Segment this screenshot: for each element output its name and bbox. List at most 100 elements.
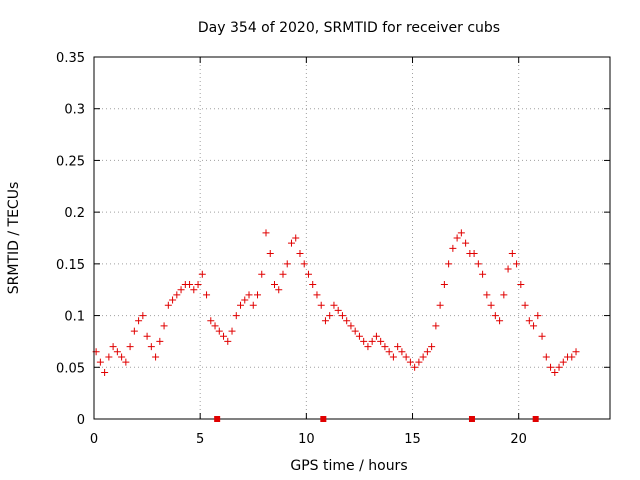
data-point (190, 286, 198, 294)
data-point (118, 353, 126, 361)
data-point (508, 250, 516, 258)
data-point (113, 348, 121, 356)
data-point (203, 291, 211, 299)
data-point (96, 358, 104, 366)
y-tick-label: 0.05 (56, 361, 85, 376)
data-point (411, 363, 419, 371)
data-point (135, 317, 143, 325)
chart-title: Day 354 of 2020, SRMTID for receiver cub… (198, 20, 500, 36)
data-point (309, 281, 317, 289)
data-point (364, 343, 372, 351)
data-point (237, 301, 245, 309)
data-point (245, 291, 253, 299)
x-tick-labels: 0 5 10 15 20 (90, 432, 527, 447)
data-point (479, 270, 487, 278)
data-point (440, 281, 448, 289)
data-point (317, 301, 325, 309)
y-tick-labels: 0 0.05 0.1 0.15 0.2 0.25 0.3 0.35 (56, 51, 85, 428)
y-axis-label: SRMTID / TECUs (6, 182, 22, 295)
data-point (224, 337, 232, 345)
data-point (504, 265, 512, 273)
data-point (215, 327, 223, 335)
data-point (330, 301, 338, 309)
data-point (287, 239, 295, 247)
data-point (428, 343, 436, 351)
data-point (321, 317, 329, 325)
data-point (220, 332, 228, 340)
data-point (313, 291, 321, 299)
data-point (283, 260, 291, 268)
data-point (474, 260, 482, 268)
data-point (147, 343, 155, 351)
data-point (355, 332, 363, 340)
data-point (152, 353, 160, 361)
data-point (368, 337, 376, 345)
data-point (296, 250, 304, 258)
y-tick-label: 0.3 (64, 103, 85, 118)
data-point (530, 322, 538, 330)
data-point (198, 270, 206, 278)
data-point (513, 260, 521, 268)
data-point (453, 234, 461, 242)
data-point (568, 353, 576, 361)
data-point (105, 353, 113, 361)
data-point (572, 348, 580, 356)
data-point (462, 239, 470, 247)
data-point (351, 327, 359, 335)
data-point (156, 337, 164, 345)
data-point (394, 343, 402, 351)
data-point (457, 229, 465, 237)
data-point (377, 337, 385, 345)
data-point (326, 312, 334, 320)
data-point (258, 270, 266, 278)
data-point (347, 322, 355, 330)
x-tick-label: 10 (298, 432, 315, 447)
data-point (266, 250, 274, 258)
data-point (432, 322, 440, 330)
data-point (177, 286, 185, 294)
data-point (292, 234, 300, 242)
data-point (109, 343, 117, 351)
data-point (300, 260, 308, 268)
data-point (483, 291, 491, 299)
data-point (169, 296, 177, 304)
data-gap-marker (214, 416, 221, 422)
data-point (211, 322, 219, 330)
data-point (262, 229, 270, 237)
data-gap-markers (214, 416, 539, 422)
data-point (173, 291, 181, 299)
y-tick-label: 0.2 (64, 206, 85, 221)
data-point (406, 358, 414, 366)
data-point (521, 301, 529, 309)
data-point (496, 317, 504, 325)
data-point (551, 368, 559, 376)
data-point (164, 301, 172, 309)
data-point (160, 322, 168, 330)
data-point (491, 312, 499, 320)
data-point (275, 286, 283, 294)
data-point (232, 312, 240, 320)
data-point (372, 332, 380, 340)
data-point (525, 317, 533, 325)
data-point (207, 317, 215, 325)
y-tick-label: 0.35 (56, 51, 85, 66)
data-point (338, 312, 346, 320)
data-point (487, 301, 495, 309)
data-point (228, 327, 236, 335)
data-point (186, 281, 194, 289)
x-tick-label: 15 (404, 432, 421, 447)
data-point (423, 348, 431, 356)
axis-ticks (93, 56, 610, 420)
data-point (559, 358, 567, 366)
data-point (436, 301, 444, 309)
data-point (555, 363, 563, 371)
data-point (470, 250, 478, 258)
y-tick-label: 0.25 (56, 154, 85, 169)
data-point (122, 358, 130, 366)
data-point (194, 281, 202, 289)
data-point (270, 281, 278, 289)
data-point (538, 332, 546, 340)
data-point (130, 327, 138, 335)
data-points (92, 229, 580, 376)
